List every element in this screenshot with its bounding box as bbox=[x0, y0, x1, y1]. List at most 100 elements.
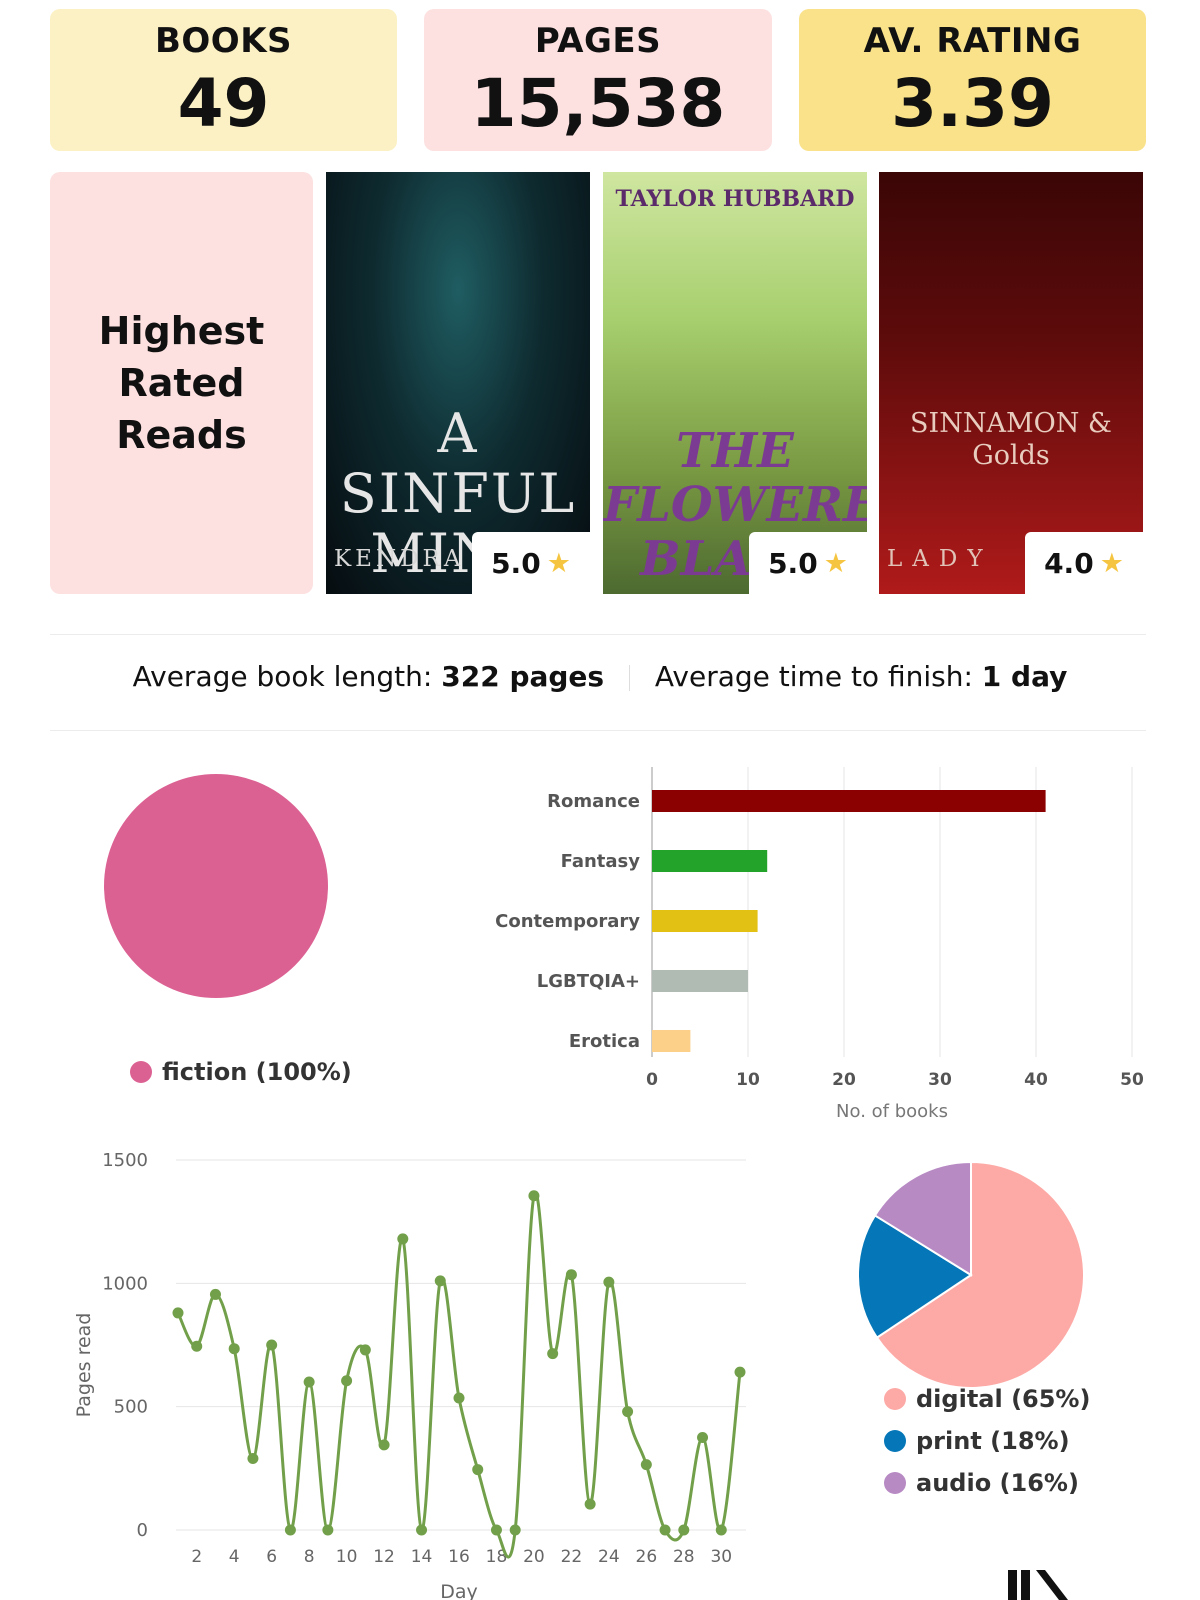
pie-slice-fiction bbox=[104, 774, 328, 998]
x-tick-label: 12 bbox=[373, 1547, 395, 1567]
genre-bar-chart: 0 10 20 30 40 50 Romance Fantasy Contemporary LGB… bbox=[495, 767, 1144, 1122]
data-point bbox=[284, 1524, 296, 1536]
rating-badge: 5.0 ★ bbox=[472, 532, 590, 594]
avg-time-value: 1 day bbox=[981, 660, 1068, 693]
pages-value: 15,538 bbox=[470, 65, 726, 142]
highest-rated-heading: Highest Rated Reads bbox=[98, 309, 265, 457]
data-point bbox=[584, 1498, 596, 1510]
data-point bbox=[397, 1233, 409, 1245]
rating-value: 5.0 bbox=[491, 546, 541, 580]
category-label: LGBTQIA+ bbox=[537, 971, 640, 992]
data-point bbox=[734, 1366, 746, 1378]
separator bbox=[629, 665, 630, 691]
bar-erotica bbox=[652, 1030, 691, 1052]
y-tick-label: 1000 bbox=[102, 1273, 148, 1294]
data-point bbox=[266, 1339, 278, 1351]
data-point bbox=[622, 1406, 634, 1418]
rating-value: 3.39 bbox=[891, 65, 1054, 142]
y-tick-label: 500 bbox=[114, 1397, 148, 1418]
pages-stat-card: PAGES 15,538 bbox=[424, 9, 772, 151]
star-icon: ★ bbox=[546, 547, 571, 579]
data-point bbox=[715, 1524, 727, 1536]
data-point bbox=[322, 1524, 334, 1536]
legend-label: digital (65%) bbox=[916, 1385, 1091, 1413]
legend-swatch bbox=[884, 1472, 906, 1494]
data-point bbox=[453, 1392, 465, 1404]
x-tick-label: 18 bbox=[486, 1547, 508, 1567]
data-point bbox=[509, 1524, 521, 1536]
pie-slice-audio bbox=[873, 1160, 972, 1277]
avg-length-label: Average book length: bbox=[132, 660, 433, 693]
data-point bbox=[416, 1524, 428, 1536]
cover-author: KENDRA L bbox=[334, 546, 496, 572]
rating-badge: 5.0 ★ bbox=[749, 532, 867, 594]
data-point bbox=[528, 1190, 540, 1202]
x-tick-label: 14 bbox=[411, 1547, 433, 1567]
legend-label: print (18%) bbox=[916, 1427, 1070, 1455]
x-tick-label: 22 bbox=[561, 1547, 583, 1567]
data-point bbox=[565, 1269, 577, 1281]
data-point bbox=[303, 1376, 315, 1388]
divider bbox=[50, 634, 1146, 635]
legend-item-digital: digital (65%) bbox=[884, 1385, 1090, 1413]
legend-label: fiction (100%) bbox=[162, 1058, 352, 1086]
avg-length-value: 322 pages bbox=[441, 660, 605, 693]
x-tick-label: 20 bbox=[832, 1070, 856, 1090]
fiction-legend: fiction (100%) bbox=[130, 1058, 352, 1086]
rating-value: 5.0 bbox=[768, 546, 818, 580]
x-tick-label: 40 bbox=[1024, 1070, 1048, 1090]
data-point bbox=[603, 1276, 615, 1288]
bar-contemporary bbox=[652, 910, 758, 932]
category-label: Fantasy bbox=[561, 851, 641, 872]
data-point bbox=[172, 1307, 184, 1319]
data-point bbox=[378, 1439, 390, 1451]
x-tick-label: 50 bbox=[1120, 1070, 1144, 1090]
category-label: Contemporary bbox=[495, 911, 640, 932]
bar-fantasy bbox=[652, 850, 768, 872]
x-tick-label: 10 bbox=[336, 1547, 358, 1567]
x-tick-label: 28 bbox=[673, 1547, 695, 1567]
data-point bbox=[547, 1348, 559, 1360]
cover-title: SINNAMON & Golds bbox=[910, 408, 1112, 471]
divider bbox=[50, 730, 1146, 731]
pie-slice-digital bbox=[875, 1160, 1085, 1389]
data-point bbox=[434, 1275, 446, 1287]
book-cover-2[interactable]: TAYLOR HUBBARD THE FLOWERED BLADE 5.0 ★ bbox=[603, 172, 867, 594]
book-cover-3[interactable]: SINNAMON & Golds LADY 4.0 ★ bbox=[879, 172, 1143, 594]
x-tick-label: 10 bbox=[736, 1070, 760, 1090]
pages-label: PAGES bbox=[534, 21, 662, 61]
bar-romance bbox=[652, 790, 1046, 812]
data-point bbox=[490, 1524, 502, 1536]
x-tick-label: 16 bbox=[448, 1547, 470, 1567]
cover-author: LADY bbox=[887, 546, 993, 572]
bar-lgbtqia bbox=[652, 970, 748, 992]
rating-stat-card: AV. RATING 3.39 bbox=[799, 9, 1146, 151]
books-label: BOOKS bbox=[154, 21, 293, 61]
legend-swatch bbox=[884, 1388, 906, 1410]
avg-time-label: Average time to finish: bbox=[654, 660, 973, 693]
category-label: Erotica bbox=[569, 1031, 640, 1052]
book-cover-1[interactable]: A SINFUL MIND KENDRA L 5.0 ★ bbox=[326, 172, 590, 594]
data-point bbox=[191, 1340, 203, 1352]
format-pie-chart bbox=[857, 1160, 1085, 1389]
x-axis-label: Day bbox=[440, 1581, 478, 1600]
averages-line: Average book length: 322 pages Average t… bbox=[0, 660, 1200, 693]
legend-item-audio: audio (16%) bbox=[884, 1469, 1090, 1497]
legend-item-print: print (18%) bbox=[884, 1427, 1090, 1455]
pages-series-line bbox=[176, 1190, 742, 1559]
format-legend: digital (65%) print (18%) audio (16%) bbox=[884, 1385, 1090, 1511]
star-icon: ★ bbox=[823, 547, 848, 579]
y-axis-label: Pages read bbox=[73, 1313, 95, 1418]
highest-rated-heading-panel: Highest Rated Reads bbox=[50, 172, 313, 594]
category-label: Romance bbox=[547, 791, 640, 812]
legend-swatch bbox=[130, 1061, 152, 1083]
books-stat-card: BOOKS 49 bbox=[50, 9, 397, 151]
rating-badge: 4.0 ★ bbox=[1025, 532, 1143, 594]
fiction-pie-chart bbox=[104, 774, 328, 998]
data-point bbox=[209, 1288, 221, 1300]
legend-swatch bbox=[884, 1430, 906, 1452]
x-tick-label: 30 bbox=[928, 1070, 952, 1090]
x-tick-label: 24 bbox=[598, 1547, 620, 1567]
data-point bbox=[359, 1344, 371, 1356]
